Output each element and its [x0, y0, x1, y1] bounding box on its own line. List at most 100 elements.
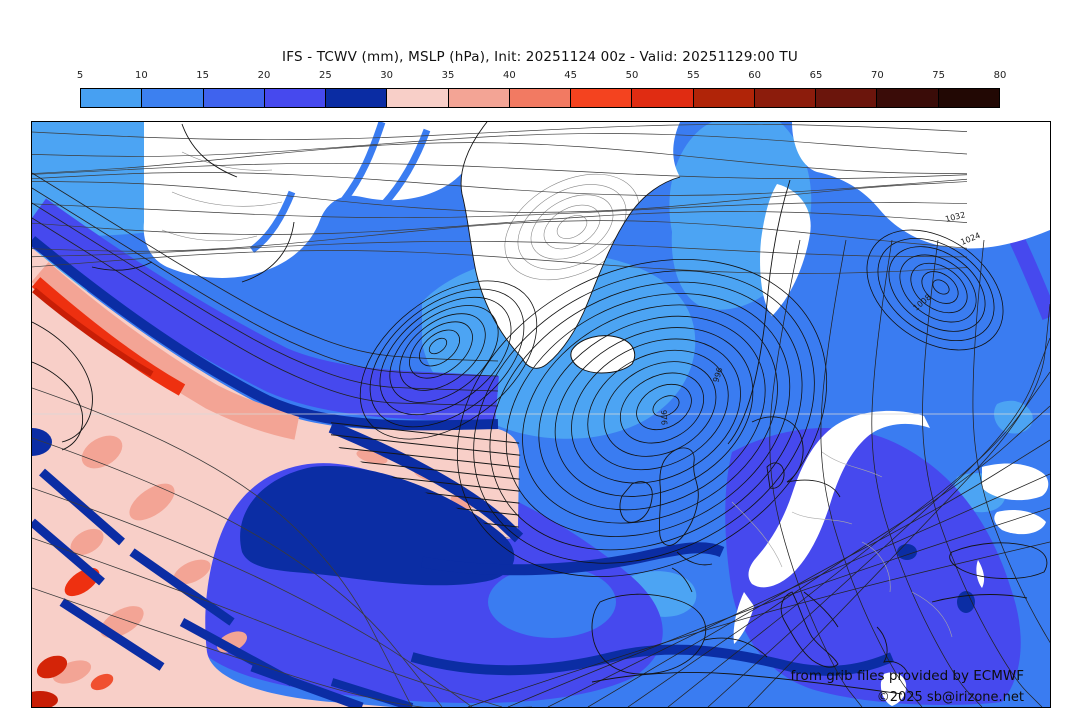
colorbar-segment [571, 89, 633, 107]
colorbar-tick-label: 50 [625, 70, 639, 81]
isobar-line [820, 239, 923, 707]
isobars-low-norwegian [456, 259, 828, 577]
isobar-line [331, 433, 521, 457]
colorbar-tick-labels: 5 10 15 20 25 30 35 40 45 50 55 60 65 70 75 80 [77, 70, 1007, 85]
tcwv-dry-white-regions [143, 122, 1050, 706]
colorbar [80, 88, 1000, 108]
colorbar-tick-label: 40 [502, 70, 516, 81]
isobar-line [32, 142, 968, 175]
isobar-ring [910, 262, 968, 314]
isobar-line [871, 239, 983, 707]
colorbar-segment [81, 89, 143, 107]
isobar-ring [419, 329, 460, 367]
colorbar-segment [754, 89, 817, 107]
colorbar-segment [938, 89, 999, 107]
isobar-ring [921, 271, 959, 304]
colorbar-tick-label: 30 [380, 70, 394, 81]
isobar-line [467, 541, 1050, 707]
isobar-line [667, 371, 1050, 707]
colorbar-segment [142, 89, 204, 107]
isobar-ring [603, 361, 717, 457]
isobar-line [32, 240, 968, 258]
isobar-ring [517, 184, 627, 270]
isobar-ring [530, 194, 614, 260]
isobar-line [972, 239, 1050, 644]
isobar-line [547, 473, 1050, 707]
colorbar-segment [509, 89, 572, 107]
isobar-ring [409, 321, 473, 379]
attribution-source: from grib files provided by ECMWF [790, 668, 1024, 684]
isobar-line [32, 181, 968, 213]
white-europe-dry-slot [748, 410, 930, 588]
isobar-ring [369, 288, 525, 428]
isobar-ring [652, 395, 680, 417]
isobar-ring [428, 337, 448, 355]
isobar-ring [888, 246, 986, 332]
isobar-ring [489, 281, 803, 551]
white-iceland [570, 335, 636, 374]
isobar-line [32, 387, 413, 707]
colorbar-tick-label: 75 [932, 70, 946, 81]
isobar-ring [587, 349, 729, 471]
colorbar-tick-label: 10 [134, 70, 148, 81]
colorbar-segment [877, 89, 939, 107]
country-borders [731, 451, 953, 638]
isobar-ring [379, 296, 512, 416]
isobars-arctic [32, 123, 968, 274]
isobar-line [32, 537, 503, 707]
weather-map: 976 996 1008 1024 1032 [32, 122, 1050, 707]
isobar-ring [932, 279, 950, 295]
map-panel: 976 996 1008 1024 1032 from grib files p… [31, 121, 1051, 708]
colorbar-segment [326, 89, 388, 107]
colorbar-tick-label: 70 [870, 70, 884, 81]
white-greenland [461, 122, 680, 369]
isobar-label: 996 [711, 366, 724, 383]
white-canada-archipelago [143, 122, 488, 278]
isobar-line [627, 405, 1050, 707]
colorbar-tick-label: 60 [748, 70, 762, 81]
isobar-line [331, 421, 521, 445]
isobar-line [32, 211, 968, 235]
isobar-line [32, 217, 499, 407]
isobar-line [32, 187, 499, 377]
isobar-line [32, 172, 968, 196]
isobar-line [32, 487, 473, 707]
colorbar-segment [816, 89, 878, 107]
isobar-ring [504, 173, 640, 281]
colorbar-segment [264, 89, 327, 107]
colorbar-tick-label: 15 [196, 70, 210, 81]
isobar-ring [389, 305, 499, 403]
isobar-line [32, 123, 968, 141]
isobars-southwest [32, 387, 532, 707]
isobar-line [507, 507, 1050, 707]
canada-terrain-contours [161, 151, 283, 242]
isobar-line [747, 303, 1050, 707]
isobar-line [32, 201, 968, 219]
isobars-low-atlantic [359, 280, 538, 440]
isobar-line [32, 133, 968, 157]
isobar-ring [877, 237, 995, 342]
coastlines [32, 122, 1048, 695]
isobar-ring [554, 327, 754, 497]
isobar-line [769, 239, 863, 707]
isobar-line [32, 437, 443, 707]
isobar-ring [899, 254, 977, 323]
white-arctic-east [792, 122, 1050, 249]
isobar-line [32, 250, 968, 274]
colorbar-tick-label: 55 [686, 70, 700, 81]
isobar-line [331, 445, 521, 469]
isobar-line [32, 162, 968, 180]
isobars-europe [769, 239, 1050, 707]
isobar-line [707, 337, 1050, 707]
isobar-line [32, 202, 499, 392]
colorbar-segment [693, 89, 755, 107]
isobar-ring [538, 315, 766, 511]
isobar-label: 976 [659, 410, 669, 426]
isobars-low-baltic [866, 229, 1004, 351]
isobar-ring [359, 280, 538, 440]
isobar-line [32, 220, 968, 252]
colorbar-tick-label: 65 [809, 70, 823, 81]
isobar-line [922, 239, 1043, 707]
colorbar-segment [203, 89, 265, 107]
isobar-ring [866, 229, 1004, 351]
